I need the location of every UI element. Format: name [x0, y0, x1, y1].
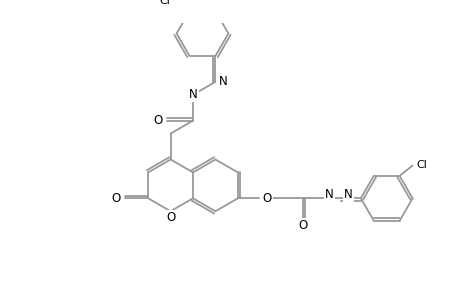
Text: N: N	[188, 88, 197, 101]
Text: O: O	[111, 192, 120, 205]
Text: N: N	[324, 188, 333, 201]
Text: O: O	[262, 192, 271, 205]
Text: O: O	[153, 114, 162, 127]
Text: Cl: Cl	[415, 160, 426, 170]
Text: N: N	[343, 188, 352, 201]
Text: N: N	[218, 75, 227, 88]
Text: O: O	[297, 219, 307, 232]
Text: Cl: Cl	[159, 0, 170, 7]
Text: O: O	[166, 211, 175, 224]
